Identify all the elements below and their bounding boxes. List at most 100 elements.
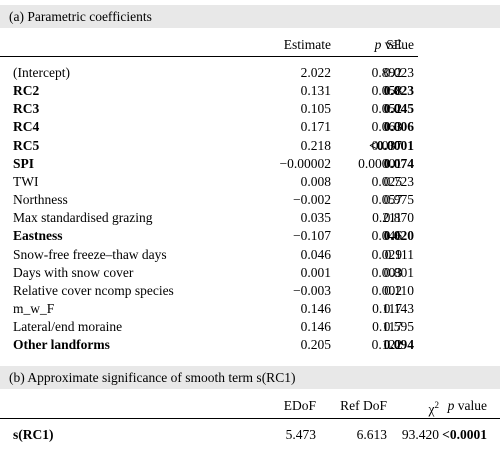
- row-term: RC3: [13, 101, 40, 117]
- row-se: 0.00001: [358, 155, 402, 171]
- row-se: 0.117: [372, 300, 402, 316]
- row-se: 0.058: [371, 83, 402, 99]
- row-se: 0.063: [371, 119, 402, 135]
- header-p-value: p value: [375, 35, 414, 54]
- row-estimate: 0.001: [300, 264, 331, 280]
- row-p-value: 0.723: [383, 173, 414, 189]
- row-p-value: 0.006: [383, 119, 414, 135]
- row-term: TWI: [13, 173, 39, 189]
- header-chi-superscript: 2: [434, 400, 440, 410]
- row-estimate: 0.146: [300, 319, 331, 335]
- row-se: 0.892: [371, 65, 402, 80]
- row-p-value: 0.074: [383, 155, 414, 171]
- row-term: Relative cover ncomp species: [13, 282, 174, 298]
- table-row: m_w_F 0.146 0.117 0.143: [0, 299, 500, 318]
- table-row: Other landforms 0.205 0.122 0.094: [0, 335, 500, 354]
- row-p-value: 0.110: [384, 282, 414, 298]
- header-edof: EDoF: [283, 398, 316, 413]
- header-se: SE: [386, 37, 402, 52]
- section-b-title-text: (b) Approximate significance of smooth t…: [9, 370, 296, 385]
- table-row: Snow-free freeze–thaw days 0.046 0.029 0.11…: [0, 245, 500, 264]
- table-row: SPI −0.00002 0.00001 0.074: [0, 154, 500, 173]
- row-p-value: 0.975: [383, 192, 414, 208]
- row-estimate: 2.022: [300, 65, 331, 80]
- header-p-value-b: p value: [448, 396, 487, 415]
- row-estimate: 0.131: [300, 83, 331, 99]
- row-se: 0.057: [371, 192, 402, 208]
- row-se: 0.211: [372, 210, 402, 226]
- row-estimate: 0.218: [300, 137, 331, 153]
- row-se: 0.046: [371, 228, 402, 244]
- header-p-rest-b: value: [454, 398, 487, 413]
- row-se: 0.037: [371, 137, 402, 153]
- section-b-header-rule: [0, 418, 500, 419]
- row-estimate: −0.107: [293, 228, 331, 244]
- table-row: RC4 0.171 0.063 0.006: [0, 117, 500, 136]
- row-se: 0.117: [372, 319, 402, 335]
- header-ref-dof: Ref DoF: [340, 398, 387, 413]
- row-p-value: 0.870: [383, 210, 414, 226]
- table-row: RC5 0.218 0.037 <0.0001: [0, 136, 500, 155]
- row-estimate: 0.035: [300, 210, 331, 226]
- row-se: 0.122: [371, 337, 402, 353]
- row-se: 0.025: [371, 173, 402, 189]
- row-term: Northness: [13, 192, 68, 208]
- table-row: RC2 0.131 0.058 0.023: [0, 81, 500, 100]
- row-edof: 5.473: [285, 427, 316, 442]
- row-p-value: 0.801: [383, 264, 414, 280]
- row-se: 0.052: [371, 101, 402, 117]
- row-estimate: 0.008: [300, 173, 331, 189]
- table-row: RC3 0.105 0.052 0.045: [0, 99, 500, 118]
- row-term: Eastness: [13, 228, 63, 244]
- row-term: m_w_F: [13, 300, 55, 316]
- header-p-letter: p: [374, 37, 382, 52]
- table-row: Relative cover ncomp species −0.003 0.002 0…: [0, 281, 500, 300]
- row-se: 0.003: [371, 264, 402, 280]
- row-estimate: −0.002: [293, 192, 331, 208]
- header-chi-letter: χ: [428, 401, 435, 417]
- row-term: s(RC1): [13, 427, 54, 442]
- row-term: Snow-free freeze–thaw days: [13, 246, 167, 262]
- header-estimate: Estimate: [283, 37, 331, 52]
- row-p-value: 0.143: [383, 300, 414, 316]
- header-p-letter-b: p: [447, 398, 455, 413]
- row-p-value: <0.0001: [369, 137, 414, 153]
- row-p-value: 0.023: [383, 83, 414, 99]
- row-term: Max standardised grazing: [13, 210, 153, 226]
- row-se: 0.002: [371, 282, 402, 298]
- table-row: s(RC1) 5.473 6.613 93.420 <0.0001: [0, 425, 500, 444]
- table-row: Northness −0.002 0.057 0.975: [0, 190, 500, 209]
- row-p-value: 0.023: [383, 65, 414, 80]
- table-row: (Intercept) 2.022 0.892 0.023: [0, 63, 500, 82]
- row-term: RC5: [13, 137, 40, 153]
- row-estimate: 0.205: [300, 337, 331, 353]
- row-ref-dof: 6.613: [356, 427, 387, 442]
- row-estimate: 0.146: [300, 300, 331, 316]
- section-b-title: (b) Approximate significance of smooth t…: [0, 366, 500, 389]
- row-term: Other landforms: [13, 337, 110, 353]
- row-p-value: 0.045: [383, 101, 414, 117]
- row-chi-squared: 93.420: [401, 427, 439, 442]
- row-term: RC4: [13, 119, 40, 135]
- row-term: Lateral/end moraine: [13, 319, 123, 335]
- row-estimate: 0.171: [300, 119, 331, 135]
- section-a-header-rule: [0, 56, 418, 57]
- row-estimate: 0.105: [300, 101, 331, 117]
- row-estimate: −0.003: [293, 282, 331, 298]
- row-estimate: 0.046: [300, 246, 331, 262]
- section-a-title: (a) Parametric coefficients: [0, 5, 500, 28]
- row-term: SPI: [13, 155, 35, 171]
- row-term: Days with snow cover: [13, 264, 134, 280]
- section-a-title-text: (a) Parametric coefficients: [9, 9, 152, 24]
- row-term: (Intercept): [13, 65, 70, 80]
- table-row: Eastness −0.107 0.046 0.020: [0, 226, 500, 245]
- table-row: Lateral/end moraine 0.146 0.117 0.595: [0, 317, 500, 336]
- section-a-header-row: Estimate SE p value: [0, 35, 500, 54]
- row-p-value: 0.020: [383, 228, 414, 244]
- row-p-value: <0.0001: [442, 427, 487, 442]
- table-row: Max standardised grazing 0.035 0.211 0.870: [0, 208, 500, 227]
- row-p-value: 0.094: [383, 337, 414, 353]
- header-p-rest: value: [381, 37, 414, 52]
- section-b-header-row: EDoF Ref DoF χ2 p value: [0, 396, 500, 417]
